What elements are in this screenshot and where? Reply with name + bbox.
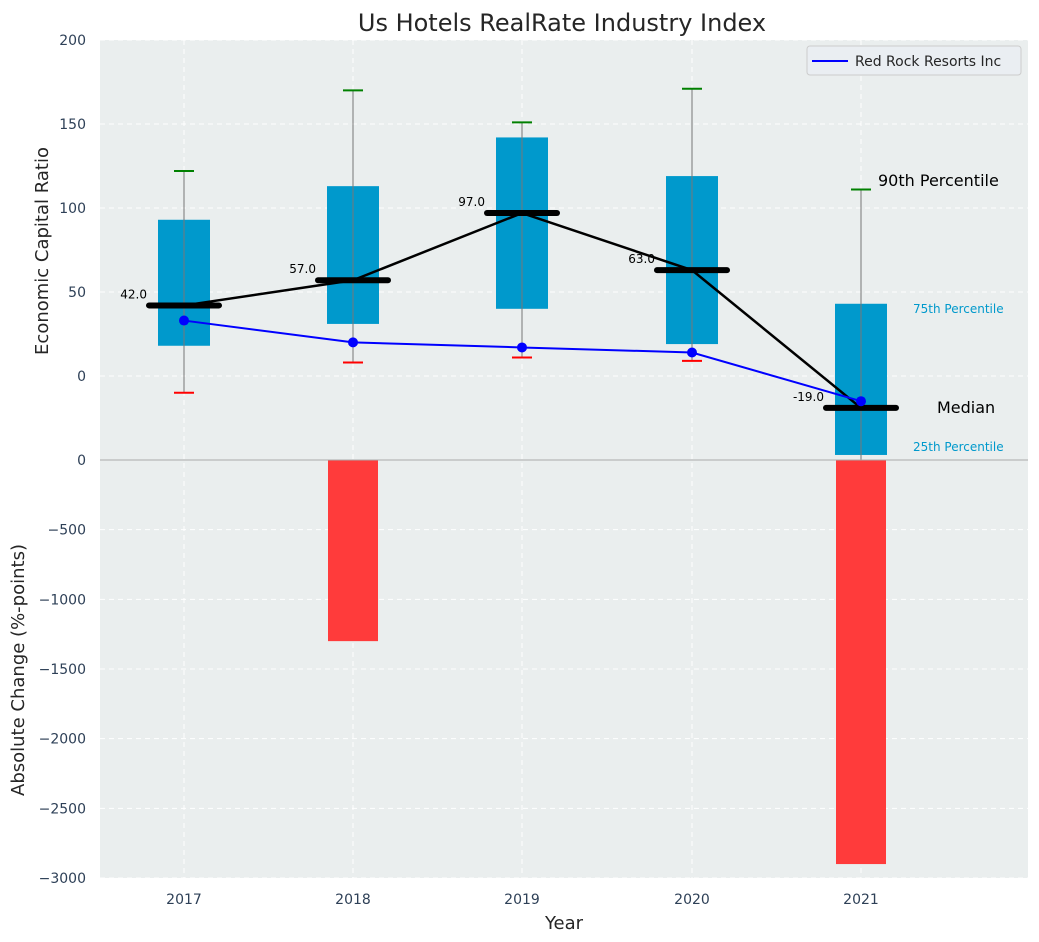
- bottom-y-tick-label: −500: [48, 523, 86, 539]
- legend-label: Red Rock Resorts Inc: [855, 54, 1001, 70]
- median-value-label: 57.0: [289, 262, 316, 276]
- bottom-y-tick-label: −1500: [39, 662, 86, 678]
- top-y-axis-label: Economic Capital Ratio: [32, 147, 53, 355]
- bottom-gridlines: [100, 529, 1028, 879]
- median-value-label: 97.0: [458, 195, 485, 209]
- x-tick-label: 2018: [335, 892, 371, 908]
- bottom-y-tick-label: −2000: [39, 732, 86, 748]
- median-value-label: 63.0: [628, 252, 655, 266]
- x-tick-label: 2020: [674, 892, 710, 908]
- top-y-tick-label: 150: [59, 117, 86, 133]
- bottom-y-axis-label: Absolute Change (%-points): [8, 544, 29, 796]
- chart-title: Us Hotels RealRate Industry Index: [358, 9, 766, 37]
- bottom-y-tick-label: −1000: [39, 592, 86, 608]
- bottom-y-tick-label: −3000: [39, 871, 86, 887]
- company-point-2017: [179, 315, 189, 326]
- x-tick-labels: 2017 2018 2019 2020 2021: [166, 892, 879, 908]
- top-y-tick-label: 50: [68, 285, 86, 301]
- percentile-boxes: 42.0 57.0 97.0 63.0 -19.0: [120, 87, 899, 460]
- top-y-tick-label: 0: [77, 369, 86, 385]
- company-point-2018: [348, 337, 358, 348]
- company-point-2021: [856, 396, 866, 407]
- top-y-tick-label: 200: [59, 33, 86, 49]
- top-y-tick-label: 100: [59, 201, 86, 217]
- annotation-90th: 90th Percentile: [878, 171, 999, 190]
- median-value-label: -19.0: [793, 390, 824, 404]
- x-tick-label: 2017: [166, 892, 202, 908]
- company-point-2019: [517, 342, 527, 353]
- annotation-75th: 75th Percentile: [913, 302, 1004, 316]
- top-gridlines: [100, 39, 1028, 377]
- x-axis-label: Year: [544, 913, 584, 934]
- change-bars: [328, 460, 886, 865]
- median-value-label: 42.0: [120, 287, 147, 301]
- bottom-y-tick-labels: −500 −1000 −1500 −2000 −2500 −3000: [39, 523, 86, 887]
- annotation-median: Median: [937, 398, 995, 417]
- x-tick-label: 2021: [843, 892, 879, 908]
- top-plot-area: [100, 40, 1028, 460]
- legend-box: [806, 45, 1022, 76]
- change-bar-2018: [328, 460, 378, 642]
- annotation-25th: 25th Percentile: [913, 440, 1004, 454]
- top-y-tick-label: 0: [77, 453, 86, 469]
- top-y-tick-labels: 0 0 50 100 150 200: [59, 33, 86, 469]
- x-tick-label: 2019: [504, 892, 540, 908]
- bottom-y-tick-label: −2500: [39, 801, 86, 817]
- change-bar-2021: [836, 460, 886, 865]
- company-point-2020: [687, 347, 697, 358]
- legend: Red Rock Resorts Inc: [806, 45, 1022, 76]
